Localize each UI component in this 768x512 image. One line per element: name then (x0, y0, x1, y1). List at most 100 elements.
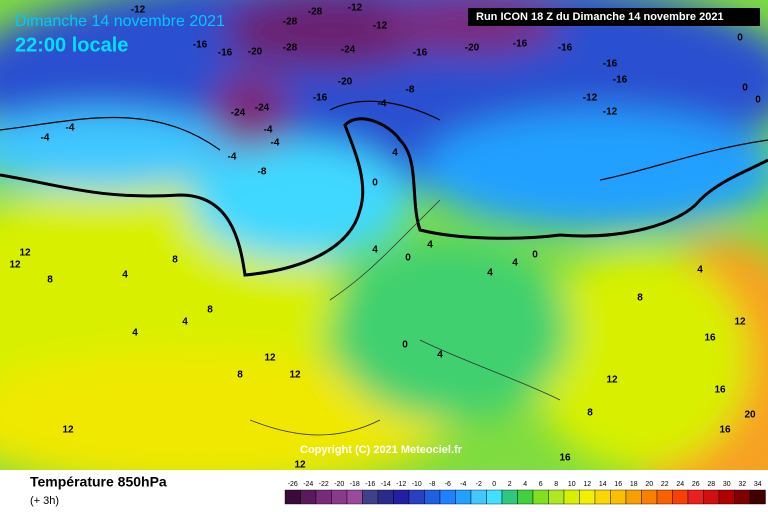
isotherm-label: -4 (378, 99, 387, 110)
isotherm-label: -16 (313, 93, 328, 104)
isotherm-label: 4 (427, 240, 433, 251)
scale-tick-label: 22 (661, 481, 669, 488)
isotherm-label: 0 (737, 33, 743, 44)
isotherm-label: 4 (372, 245, 378, 256)
scale-tick-label: -4 (460, 481, 466, 488)
isotherm-label: -4 (66, 123, 75, 134)
isotherm-label: -12 (603, 107, 618, 118)
isotherm-label: 8 (587, 408, 593, 419)
scale-tick-label: 6 (539, 481, 543, 488)
isotherm-label: 12 (606, 375, 618, 386)
scale-swatch (470, 489, 487, 505)
copyright: Copyright (C) 2021 Meteociel.fr (300, 444, 463, 456)
scale-swatch (563, 489, 580, 505)
isotherm-label: 12 (19, 248, 31, 259)
scale-tick-label: 20 (645, 481, 653, 488)
scale-swatch (703, 489, 720, 505)
isotherm-label: 4 (392, 148, 398, 159)
isotherm-label: 4 (132, 328, 138, 339)
scale-swatch (486, 489, 503, 505)
run-info: Run ICON 18 Z du Dimanche 14 novembre 20… (476, 11, 724, 23)
isotherm-label: 0 (405, 253, 411, 264)
scale-swatch (377, 489, 394, 505)
scale-tick-label: -24 (303, 481, 313, 488)
scale-swatch (300, 489, 317, 505)
isotherm-label: 8 (237, 370, 243, 381)
scale-swatch (749, 489, 766, 505)
isotherm-label: 8 (207, 305, 213, 316)
isotherm-labels: -12-28-28 -12-12-16-16 -20 -28 -24 -16 -20 -16-… (9, 3, 761, 471)
scale-swatch (625, 489, 642, 505)
isotherm-label: -20 (338, 77, 353, 88)
isotherm-label: -12 (348, 3, 363, 14)
scale-swatch (610, 489, 627, 505)
scale-swatch (687, 489, 704, 505)
isotherm-label: 0 (372, 178, 378, 189)
scale-swatch (346, 489, 363, 505)
scale-tick-label: 30 (723, 481, 731, 488)
scale-tick-label: 26 (692, 481, 700, 488)
scale-tick-label: -22 (319, 481, 329, 488)
date: Dimanche 14 novembre 2021 (15, 13, 225, 30)
scale-swatch (734, 489, 751, 505)
color-scale: -26 -24 -22 -20 -18 -16 -14 -12 -10 -8 -6 -4 -2 0 2 4 6 8… (284, 481, 766, 505)
isotherm-label: -4 (41, 133, 50, 144)
isotherm-label: 12 (62, 425, 74, 436)
isotherm-label: -16 (513, 39, 528, 50)
scale-tick-label: 34 (754, 481, 762, 488)
isotherm-label: 16 (714, 385, 726, 396)
scale-tick-label: 18 (630, 481, 638, 488)
scale-swatch (501, 489, 518, 505)
isotherm-label: -24 (255, 103, 270, 114)
scale-swatch (455, 489, 472, 505)
isotherm-label: 4 (487, 268, 493, 279)
scale-swatch (439, 489, 456, 505)
isotherm-label: 4 (512, 258, 518, 269)
scale-tick-label: 14 (599, 481, 607, 488)
isotherm-label: -4 (271, 138, 280, 149)
scale-swatch (362, 489, 379, 505)
isotherm-label: -16 (413, 48, 428, 59)
scale-tick-label: 2 (508, 481, 512, 488)
scale-tick-label: 24 (676, 481, 684, 488)
scale-swatch (315, 489, 332, 505)
isotherm-label: 0 (402, 340, 408, 351)
scale-tick-label: -12 (396, 481, 406, 488)
isotherm-label: -20 (465, 43, 480, 54)
scale-tick-label: 0 (492, 481, 496, 488)
isotherm-label: -20 (248, 47, 263, 58)
scale-tick-label: 32 (738, 481, 746, 488)
time: 22:00 locale (15, 34, 128, 56)
scale-swatch (331, 489, 348, 505)
scale-tick-label: 4 (523, 481, 527, 488)
run-box (468, 8, 760, 26)
isotherm-label: 0 (532, 250, 538, 261)
scale-tick-label: -6 (445, 481, 451, 488)
isotherm-label: -8 (258, 167, 267, 178)
isotherm-label: -16 (558, 43, 573, 54)
isotherm-label: 8 (637, 293, 643, 304)
scale-tick-label: 10 (568, 481, 576, 488)
isotherm-label: 16 (559, 453, 571, 464)
scale-tick-label: -2 (476, 481, 482, 488)
isotherm-label: 12 (294, 460, 306, 471)
isotherm-label: 12 (264, 353, 276, 364)
scale-tick-label: -26 (288, 481, 298, 488)
isotherm-label: 20 (744, 410, 756, 421)
scale-swatch (532, 489, 549, 505)
scale-tick-label: -20 (334, 481, 344, 488)
scale-swatch (393, 489, 410, 505)
scale-swatch (594, 489, 611, 505)
isotherm-label: 8 (172, 255, 178, 266)
isotherm-label: 4 (697, 265, 703, 276)
isotherm-label: -16 (613, 75, 628, 86)
isotherm-label: 0 (755, 95, 761, 106)
isotherm-label: -28 (283, 43, 298, 54)
scale-swatch (641, 489, 658, 505)
scale-swatch (548, 489, 565, 505)
scale-swatch (718, 489, 735, 505)
scale-tick-label: 16 (614, 481, 622, 488)
isotherm-label: 4 (122, 270, 128, 281)
